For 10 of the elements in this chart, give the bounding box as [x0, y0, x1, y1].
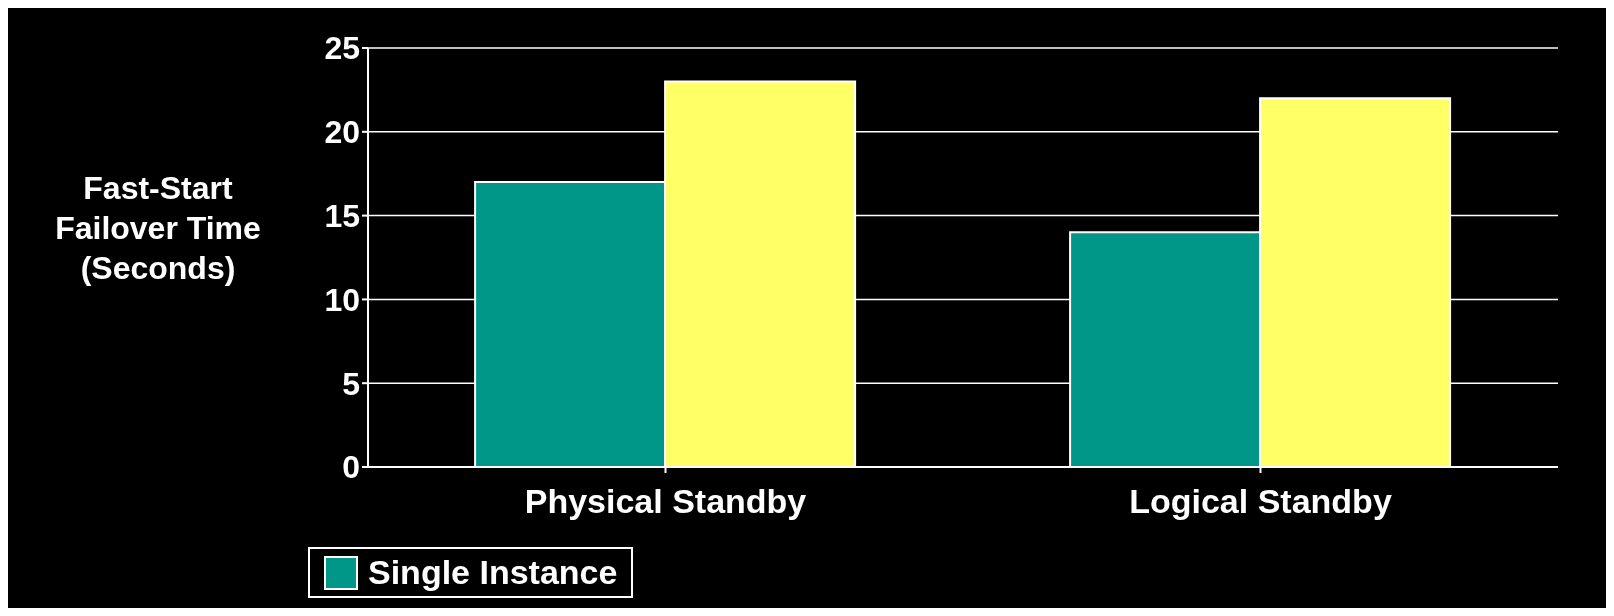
- y-tick-label: 10: [324, 281, 360, 318]
- y-axis-title: Fast-Start Failover Time (Seconds): [54, 169, 262, 288]
- x-tick-label: Logical Standby: [1129, 482, 1392, 521]
- legend-label: Single Instance: [367, 553, 618, 592]
- y-tick-label: 5: [342, 365, 360, 402]
- x-tick-label: Physical Standby: [524, 482, 807, 521]
- y-tick-label: 20: [324, 114, 360, 151]
- y-tick-label: 25: [324, 30, 360, 67]
- y-tick-label: 0: [342, 449, 360, 486]
- y-tick-label: 15: [324, 197, 360, 234]
